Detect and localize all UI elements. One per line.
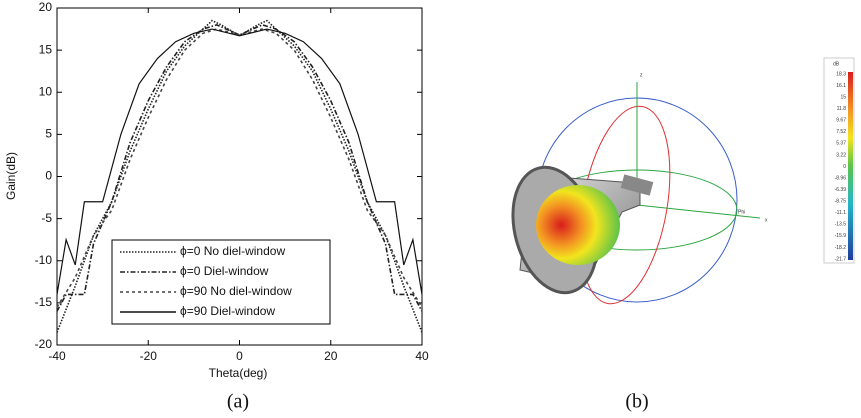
x-tick-label: 0 <box>236 349 243 363</box>
colorbar-label: 5.37 <box>836 141 846 147</box>
colorbar-label: 0 <box>843 164 846 170</box>
x-tick-label: 40 <box>415 349 429 363</box>
x-tick-label: -20 <box>140 349 158 363</box>
axis-label: x <box>765 217 768 223</box>
caption: (a) <box>227 391 249 413</box>
colorbar-label: 11.8 <box>837 106 847 112</box>
colorbar-label: -8.96 <box>835 175 847 181</box>
y-tick-label: -5 <box>41 211 52 225</box>
colorbar-label: -15.9 <box>835 233 847 239</box>
colorbar-title: dB <box>833 61 840 67</box>
y-axis-title: Gain(dB) <box>4 152 18 200</box>
y-tick-label: 10 <box>39 84 53 98</box>
y-tick-label: 5 <box>45 127 52 141</box>
y-tick-label: -20 <box>35 337 53 351</box>
colorbar-label: 3.22 <box>836 152 846 158</box>
y-tick-label: 0 <box>45 169 52 183</box>
series-line <box>56 23 423 312</box>
colorbar-label: 18.3 <box>836 71 846 77</box>
legend-label: ϕ=0 Diel-window <box>180 264 269 278</box>
colorbar-label: 7.52 <box>836 129 846 135</box>
series-line <box>56 19 423 333</box>
legend-label: ϕ=0 No diel-window <box>180 244 285 258</box>
colorbar <box>848 72 853 260</box>
x-axis-title: Theta(deg) <box>209 366 268 380</box>
caption: (b) <box>625 391 648 413</box>
colorbar-label: -11.1 <box>835 210 846 216</box>
axis-label: z <box>640 72 643 78</box>
x-axis <box>636 204 761 219</box>
colorbar-label: -21.7 <box>835 256 847 262</box>
y-tick-label: 20 <box>39 0 53 14</box>
series-line <box>56 28 423 295</box>
axis-label: Phi <box>738 209 745 215</box>
colorbar-label: 16.1 <box>836 83 846 89</box>
series-line <box>56 28 423 308</box>
panel-b: z Phi x dB 18.3 16.1 15 11.8 9.67 7.52 5.37 3.2… <box>511 57 855 305</box>
colorbar-label: 15 <box>840 94 846 100</box>
horn-feed <box>620 174 654 196</box>
legend-box <box>111 239 331 325</box>
radiation-lobe <box>536 185 620 265</box>
legend-label: ϕ=90 Diel-window <box>180 304 275 318</box>
legend-label: ϕ=90 No diel-window <box>180 284 292 298</box>
colorbar-label: -18.2 <box>835 245 847 251</box>
x-tick-label: -40 <box>48 349 66 363</box>
colorbar-label: -8.75 <box>835 199 847 205</box>
colorbar-label: -6.39 <box>835 187 847 193</box>
y-tick-label: -15 <box>35 295 53 309</box>
y-tick-label: 15 <box>39 42 53 56</box>
colorbar-label: -13.5 <box>835 222 847 228</box>
colorbar-label: 9.67 <box>836 118 846 124</box>
x-tick-label: 20 <box>324 349 338 363</box>
y-tick-label: -10 <box>35 253 53 267</box>
